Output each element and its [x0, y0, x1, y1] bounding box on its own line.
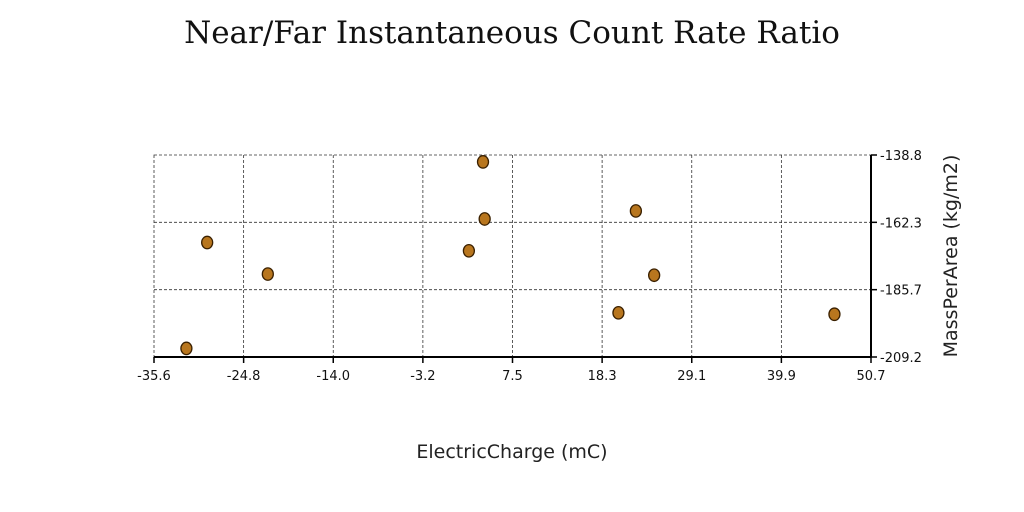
- data-point: [478, 212, 491, 226]
- y-tick-label: -209.2: [880, 351, 922, 366]
- x-tick-label: 18.3: [588, 369, 617, 384]
- x-axis-label: ElectricCharge (mC): [416, 441, 607, 463]
- y-tick-label: -185.7: [880, 284, 922, 299]
- data-point: [476, 155, 490, 169]
- x-tick-label: -3.2: [410, 369, 435, 384]
- data-point: [180, 341, 193, 356]
- x-tick-label: -24.8: [227, 369, 261, 384]
- tick-labels: -35.6 -24.8 -14.0 -3.2 7.5 18.3 29.1 39.9 50.7 -1…: [137, 149, 922, 384]
- x-tick-label: 50.7: [857, 369, 886, 384]
- y-axis-label: MassPerArea (kg/m2): [940, 155, 962, 358]
- grid-lines: [153, 154, 872, 358]
- x-tick-label: -14.0: [316, 369, 350, 384]
- x-tick-label: 39.9: [767, 369, 796, 384]
- x-tick-label: 29.1: [677, 369, 706, 384]
- x-tick-label: 7.5: [502, 369, 523, 384]
- x-tick-label: -35.6: [137, 369, 171, 384]
- chart-title: Near/Far Instantaneous Count Rate Ratio: [184, 15, 840, 51]
- y-tick-label: -138.8: [880, 149, 922, 164]
- data-point: [201, 235, 214, 250]
- y-tick-label: -162.3: [880, 216, 922, 231]
- data-points: [180, 155, 841, 356]
- data-point: [648, 268, 661, 283]
- data-point: [261, 267, 274, 281]
- data-point: [462, 243, 476, 258]
- data-point: [828, 307, 841, 322]
- axes: [153, 154, 877, 363]
- data-point: [629, 204, 643, 218]
- data-point: [612, 305, 625, 320]
